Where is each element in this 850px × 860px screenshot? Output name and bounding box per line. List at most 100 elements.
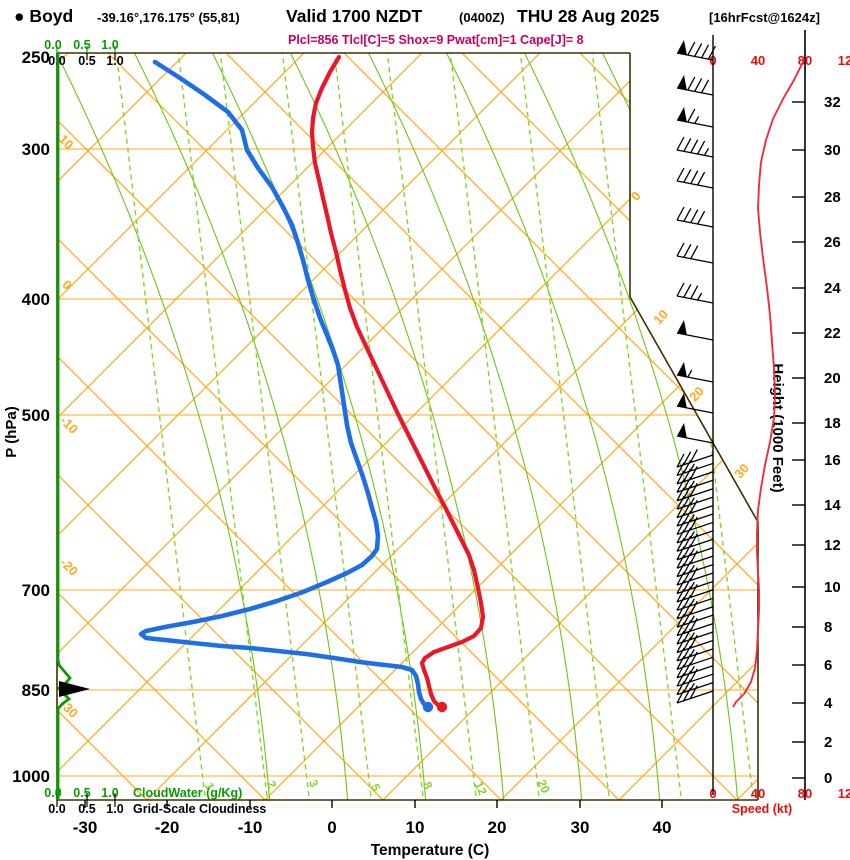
speed-axis-title: Speed (kt) <box>732 802 792 816</box>
temperature-tick-label: 0 <box>327 818 336 837</box>
pressure-axis-title: P (hPa) <box>3 406 20 457</box>
adiabat-label: -10 <box>57 413 81 437</box>
moist-adiabat-line <box>366 53 583 800</box>
cloudwater-scale-top: 0.5 <box>73 38 90 52</box>
mixing-ratio-label: 20 <box>535 777 553 795</box>
moist-adiabat-line <box>522 53 739 800</box>
cloudiness-axis-label: Grid-Scale Cloudiness <box>133 802 266 816</box>
dry-adiabat-line <box>57 53 394 800</box>
temperature-tick-label: 20 <box>488 818 507 837</box>
isotherm-line <box>57 53 195 800</box>
temperature-tick-label: 30 <box>571 818 590 837</box>
mixing-ratio-line <box>591 53 683 800</box>
height-tick-label: 20 <box>824 370 841 387</box>
dry-adiabat-line <box>453 53 758 800</box>
height-axis-title: Height (1000 Feet) <box>769 363 786 492</box>
valid-time: Valid 1700 NZDT <box>286 6 423 26</box>
temperature-curve <box>309 54 486 710</box>
dry-adiabat-line <box>57 53 512 800</box>
height-tick-label: 16 <box>824 452 841 469</box>
surface-dewpoint-dot <box>422 701 434 713</box>
pressure-tick-label: 300 <box>22 140 50 159</box>
wind-barb <box>676 423 714 444</box>
height-tick-label: 6 <box>824 657 832 674</box>
speed-tick-label-bottom: 80 <box>798 786 812 801</box>
wind-speed-profile <box>732 59 805 708</box>
cloudwater-scale-bottom: 0.5 <box>73 786 90 800</box>
isotherm-line <box>57 53 313 800</box>
isotherm-line <box>136 53 758 800</box>
dry-adiabat-line <box>571 53 758 800</box>
wind-barb <box>676 107 714 128</box>
wind-barb <box>676 136 714 158</box>
pressure-tick-label: 400 <box>22 290 50 309</box>
height-tick-label: 8 <box>824 619 832 636</box>
height-tick-label: 14 <box>824 497 841 514</box>
cloudiness-scale-bottom: 1.0 <box>106 802 123 816</box>
height-tick-label: 12 <box>824 537 841 554</box>
mixing-ratio-label: 12 <box>472 779 490 797</box>
isotherm-line <box>608 53 758 800</box>
mixing-ratio-line <box>333 53 425 800</box>
moist-adiabat-line <box>132 53 349 800</box>
mixing-ratio-line <box>281 53 373 800</box>
cloudiness-scale-bottom: 0.0 <box>48 802 65 816</box>
temperature-tick-label: -10 <box>238 818 263 837</box>
temperature-tick-label: -20 <box>155 818 180 837</box>
speed-tick-label-top: 12 <box>838 53 850 68</box>
mixing-ratio-line <box>449 53 541 800</box>
speed-tick-label-top: 40 <box>751 53 765 68</box>
wind-barb <box>676 393 714 414</box>
height-tick-label: 24 <box>824 280 841 297</box>
isotherm-line <box>57 53 549 800</box>
valid-utc: (0400Z) <box>459 10 505 25</box>
height-tick-label: 30 <box>824 142 841 159</box>
cloudwater-axis-label: CloudWater (g/Kg) <box>133 786 242 800</box>
wind-barb <box>676 167 714 189</box>
surface-temperature-dot <box>436 701 448 713</box>
mixing-ratio-line <box>519 53 611 800</box>
cloudiness-profile-spike <box>59 681 90 697</box>
height-tick-label: 18 <box>824 415 841 432</box>
height-tick-label: 4 <box>824 695 833 712</box>
speed-tick-label-bottom: 12 <box>838 786 850 801</box>
skewt-grid <box>57 45 850 810</box>
forecast-tag: [16hrFcst@1624z] <box>709 10 820 25</box>
isotherm-line <box>845 45 850 810</box>
mixing-ratio-line <box>219 53 311 800</box>
moist-adiabat-line <box>57 53 271 800</box>
mixing-ratio-label: 3 <box>306 777 322 789</box>
moist-adiabat-line <box>210 53 427 800</box>
isotherm-label: 10 <box>650 307 671 328</box>
height-tick-label: 22 <box>824 325 841 342</box>
temperature-tick-label: -30 <box>73 818 98 837</box>
mixing-ratio-line <box>115 53 207 800</box>
cloudwater-scale-top: 0.0 <box>44 38 61 52</box>
valid-date: THU 28 Aug 2025 <box>517 6 660 26</box>
speed-tick-label-bottom: 40 <box>751 786 765 801</box>
cloudwater-scale-bottom: 1.0 <box>101 786 118 800</box>
pressure-tick-label: 1000 <box>12 767 50 786</box>
pressure-tick-label: 250 <box>22 48 50 67</box>
height-tick-label: 32 <box>824 94 841 111</box>
wind-barb <box>676 320 714 341</box>
mixing-ratio-line <box>177 53 269 800</box>
sounding-indices: Plcl=856 Tlcl[C]=5 Shox=9 Pwat[cm]=1 Cap… <box>288 33 584 47</box>
adiabat-label: -20 <box>57 555 81 579</box>
isotherm-line <box>57 53 431 800</box>
cloudwater-scale-top: 1.0 <box>101 38 118 52</box>
dewpoint-curve <box>138 59 431 710</box>
height-tick-label: 26 <box>824 234 841 251</box>
wind-barb <box>676 242 714 264</box>
height-tick-label: 2 <box>824 734 832 751</box>
mixing-ratio-label: 5 <box>368 781 384 793</box>
mixing-ratio-line <box>386 53 478 800</box>
temperature-axis-title: Temperature (C) <box>371 842 490 859</box>
height-tick-label: 28 <box>824 189 841 206</box>
wind-barb <box>676 282 714 304</box>
wind-barb <box>676 75 714 96</box>
dry-adiabat-line <box>57 53 276 800</box>
dry-adiabat-line <box>57 53 630 800</box>
moist-adiabat-line <box>444 53 661 800</box>
